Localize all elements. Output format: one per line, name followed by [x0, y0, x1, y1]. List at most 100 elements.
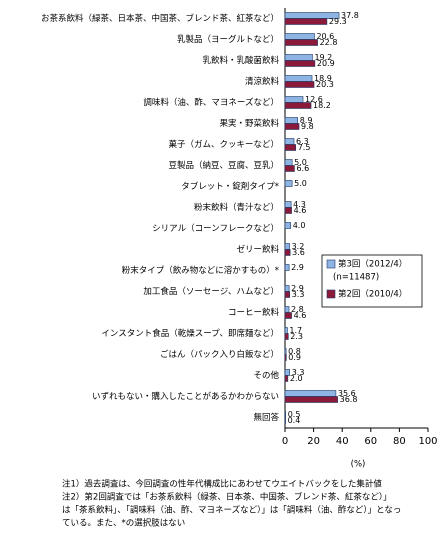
value-label: 19.2 [314, 53, 332, 62]
value-label: 1.7 [289, 326, 302, 335]
bar [284, 201, 292, 208]
bar [284, 123, 300, 130]
x-tick-label: 80 [393, 436, 406, 447]
category-label: ごはん（パック入り白飯など） [160, 349, 279, 360]
value-label: 22.8 [320, 38, 338, 47]
value-label: 18.9 [314, 74, 332, 83]
bar [284, 33, 315, 40]
bar [284, 354, 287, 361]
category-label: 乳製品（ヨーグルトなど） [177, 34, 279, 45]
bar [284, 39, 318, 46]
value-label: 35.6 [338, 389, 356, 398]
x-tick-label: 40 [336, 436, 349, 447]
value-label: 8.9 [300, 116, 313, 125]
value-label: 5.0 [294, 179, 307, 188]
bar [284, 165, 295, 172]
value-label: 20.6 [316, 32, 334, 41]
category-label: シリアル（コーンフレークなど） [152, 223, 279, 234]
x-axis-label: (%) [351, 460, 366, 470]
category-label: 無回答 [253, 412, 279, 423]
value-label: 4.6 [294, 206, 307, 215]
category-label: ゼリー飲料 [236, 244, 279, 255]
category-label: 菓子（ガム、クッキーなど） [168, 139, 279, 150]
bar [284, 18, 328, 25]
note: 注2）第2回調査では「お茶系飲料（緑茶、日本茶、中国茶、ブレンド茶、紅茶など）」 [62, 492, 392, 503]
value-label: 3.3 [292, 290, 305, 299]
value-label: 2.3 [290, 332, 303, 341]
value-label: 0.4 [288, 416, 301, 425]
bar [284, 180, 293, 187]
value-label: 36.8 [340, 395, 358, 404]
legend-label: 第3回（2012/4） [338, 259, 407, 270]
bar [284, 102, 312, 109]
note: ている。また、*の選択肢はない [62, 518, 185, 529]
value-label: 4.3 [293, 200, 306, 209]
bar [284, 243, 290, 250]
bar [284, 285, 290, 292]
legend-swatch [326, 289, 336, 299]
bar [284, 60, 316, 67]
bar [284, 327, 288, 334]
value-label: 2.8 [291, 305, 304, 314]
category-label: 粉末飲料（青汁など） [194, 202, 279, 213]
bar [284, 375, 289, 382]
category-label: コーヒー飲料 [228, 307, 280, 318]
x-tick-label: 100 [418, 436, 437, 447]
category-label: 清涼飲料 [245, 76, 280, 87]
bar [284, 312, 292, 319]
value-label: 20.9 [317, 59, 335, 68]
bar [284, 81, 315, 88]
value-label: 9.8 [301, 122, 314, 131]
value-label: 2.9 [291, 284, 304, 293]
value-label: 2.9 [291, 263, 304, 272]
value-label: 0.5 [288, 410, 301, 419]
category-label: 豆製品（納豆、豆腐、豆乳） [168, 160, 279, 171]
value-label: 3.3 [292, 368, 305, 377]
value-label: 18.2 [313, 101, 331, 110]
category-label: 粉末タイプ（飲み物などに溶かすもの）* [122, 265, 279, 276]
legend-label: 第2回（2010/4） [338, 289, 407, 300]
value-label: 4.0 [293, 221, 306, 230]
value-label: 6.3 [296, 137, 309, 146]
category-label: インスタント食品（乾燥スープ、即席麺など） [101, 328, 279, 339]
bar [284, 75, 313, 82]
bar [284, 96, 304, 103]
note: は「茶系飲料」、「調味料（油、酢、マヨネーズなど）」は「調味料（油、酢など）」と… [62, 505, 401, 516]
bar [284, 411, 287, 418]
category-label: お茶系飲料（緑茶、日本茶、中国茶、ブレンド茶、紅茶など） [41, 13, 279, 24]
bar [284, 54, 313, 61]
category-label: 果実・野菜飲料 [219, 118, 279, 129]
bar [284, 249, 291, 256]
bar [284, 222, 292, 229]
value-label: 6.6 [296, 164, 309, 173]
value-label: 0.8 [288, 347, 301, 356]
value-label: 12.6 [305, 95, 323, 104]
bar [284, 138, 295, 145]
bar [284, 396, 338, 403]
category-label: 乳飲料・乳酸菌飲料 [202, 55, 279, 66]
category-label: 調味料（油、酢、マヨネーズなど） [143, 97, 279, 108]
x-tick-label: 20 [307, 436, 320, 447]
bar [284, 390, 337, 397]
value-label: 2.0 [290, 374, 303, 383]
bar [284, 117, 299, 124]
value-label: 4.6 [294, 311, 307, 320]
category-label: いずれもない・購入したことがあるかわからない [92, 391, 279, 402]
category-label: 加工食品（ソーセージ、ハムなど） [143, 286, 279, 297]
legend-swatch [326, 259, 336, 269]
bar [284, 333, 289, 340]
category-label: その他 [253, 370, 279, 381]
bar [284, 291, 291, 298]
note: 注1）過去調査は、今回調査の性年代構成比にあわせてウエイトバックをした集計値 [62, 479, 382, 490]
bar [284, 207, 292, 214]
bar [284, 306, 290, 313]
value-label: 5.0 [294, 158, 307, 167]
value-label: 29.3 [329, 17, 347, 26]
bar [284, 144, 297, 151]
value-label: 7.5 [298, 143, 311, 152]
x-tick-label: 0 [282, 436, 288, 447]
bar [284, 348, 287, 355]
legend-sample: (n=11487) [333, 273, 379, 283]
bar [284, 417, 286, 424]
